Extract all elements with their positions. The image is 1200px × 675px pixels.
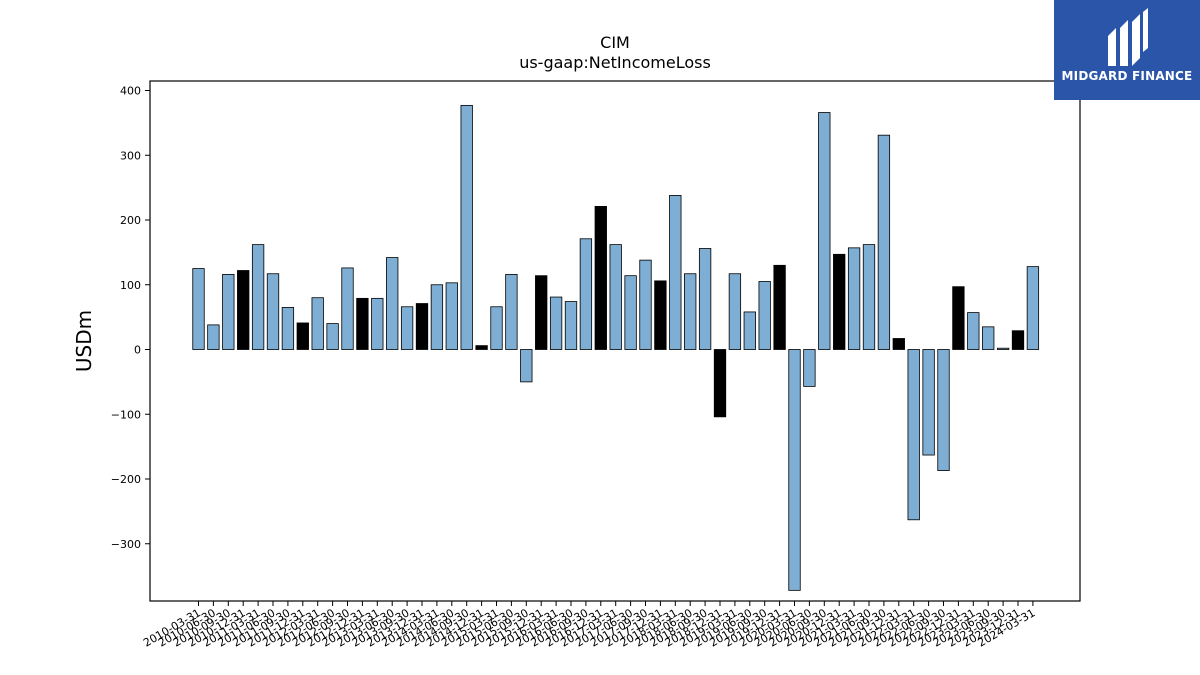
bar-2019-09-30 bbox=[758, 281, 771, 350]
bar-2014-12-31 bbox=[475, 345, 488, 350]
chart-subtitle: us-gaap:NetIncomeLoss bbox=[519, 53, 711, 72]
y-tick-label: −100 bbox=[111, 408, 141, 421]
bar-2010-03-31 bbox=[192, 268, 205, 350]
bar-2018-09-30 bbox=[698, 248, 712, 350]
bar-2020-06-30 bbox=[803, 349, 816, 387]
bar-2018-12-31 bbox=[713, 349, 727, 418]
bar-2012-03-31 bbox=[311, 297, 324, 350]
bar-2022-12-31 bbox=[952, 286, 965, 350]
bar-2016-12-31 bbox=[594, 205, 607, 350]
bar-2015-09-30 bbox=[520, 349, 533, 383]
bar-2012-09-30 bbox=[341, 267, 354, 350]
bar-2011-03-31 bbox=[251, 244, 265, 350]
y-axis-label: USDm bbox=[72, 310, 96, 372]
bar-2011-09-30 bbox=[281, 307, 295, 350]
bar-2022-03-31 bbox=[907, 349, 920, 521]
bar-2019-03-31 bbox=[728, 273, 742, 350]
bar-2016-06-30 bbox=[564, 301, 578, 350]
bar-2013-06-30 bbox=[386, 257, 399, 350]
bar-2023-06-30 bbox=[982, 326, 995, 350]
y-tick-label: 0 bbox=[134, 344, 141, 357]
bar-2021-12-31 bbox=[892, 338, 905, 350]
bar-2020-09-30 bbox=[818, 112, 831, 350]
bar-2016-03-31 bbox=[549, 296, 563, 350]
bar-2010-06-30 bbox=[207, 324, 220, 350]
bar-2018-03-31 bbox=[669, 194, 682, 350]
bar-2021-03-31 bbox=[847, 247, 861, 350]
bar-2024-03-31 bbox=[1026, 266, 1040, 350]
y-tick-label: 300 bbox=[120, 149, 141, 162]
bar-2023-09-30 bbox=[996, 347, 1010, 350]
bar-2022-06-30 bbox=[922, 349, 935, 456]
bar-2013-09-30 bbox=[400, 306, 414, 350]
bar-2014-03-31 bbox=[430, 284, 444, 350]
chart-title: CIM bbox=[600, 33, 630, 52]
bar-2014-06-30 bbox=[445, 282, 458, 350]
bar-2015-12-31 bbox=[535, 275, 548, 350]
y-tick-label: −300 bbox=[111, 538, 141, 551]
midgard-logo-icon bbox=[1108, 8, 1148, 66]
bar-2015-03-31 bbox=[490, 306, 503, 350]
bar-2012-12-31 bbox=[356, 297, 369, 350]
midgard-finance-logo: MIDGARD FINANCE bbox=[1054, 0, 1200, 100]
bar-2015-06-30 bbox=[505, 273, 518, 350]
x-ticks-group: 2010-03-312010-06-302010-09-302010-12-31… bbox=[141, 601, 1037, 650]
bar-2012-06-30 bbox=[326, 323, 339, 350]
y-tick-label: 200 bbox=[120, 214, 141, 227]
bar-2017-03-31 bbox=[609, 244, 622, 350]
bar-2022-09-30 bbox=[937, 349, 950, 471]
bar-2011-12-31 bbox=[296, 322, 309, 350]
plot-frame bbox=[149, 80, 1081, 602]
bar-2020-03-31 bbox=[788, 349, 801, 591]
bar-2023-12-31 bbox=[1011, 330, 1025, 350]
bar-2013-12-31 bbox=[415, 303, 429, 350]
bar-2014-09-30 bbox=[460, 104, 473, 350]
logo-wordmark: MIDGARD FINANCE bbox=[1061, 69, 1193, 83]
bar-2019-06-30 bbox=[743, 311, 756, 350]
y-tick-label: −200 bbox=[111, 473, 141, 486]
bar-2010-09-30 bbox=[222, 273, 235, 350]
bar-2017-09-30 bbox=[639, 259, 652, 350]
bar-2020-12-31 bbox=[833, 253, 846, 350]
bars-group bbox=[192, 104, 1040, 591]
bar-2019-12-31 bbox=[773, 264, 786, 350]
bar-2011-06-30 bbox=[266, 273, 280, 350]
y-tick-label: 400 bbox=[120, 85, 141, 98]
bar-2010-12-31 bbox=[237, 270, 250, 350]
bar-2013-03-31 bbox=[371, 297, 384, 350]
bar-2021-06-30 bbox=[862, 244, 876, 350]
bar-2023-03-31 bbox=[967, 312, 980, 350]
bar-2017-12-31 bbox=[654, 280, 667, 350]
y-tick-label: 100 bbox=[120, 279, 141, 292]
bar-2021-09-30 bbox=[877, 134, 891, 350]
bar-2018-06-30 bbox=[684, 273, 697, 350]
bar-2016-09-30 bbox=[579, 238, 593, 350]
bar-2017-06-30 bbox=[624, 275, 637, 350]
y-ticks-group: 400 300 200 100 0 −100 −200 −300 bbox=[111, 85, 150, 551]
